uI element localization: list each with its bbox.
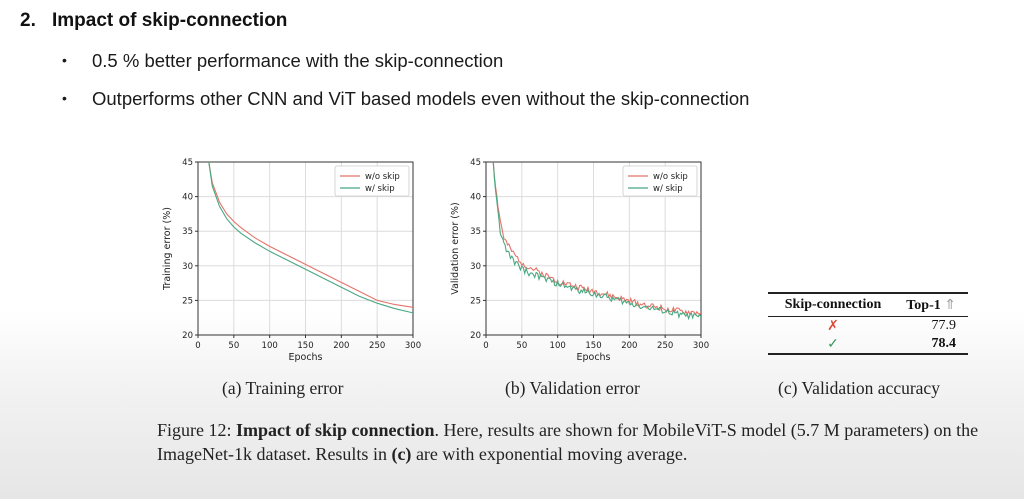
table-header-row: Skip-connection Top-1 ⇑ bbox=[768, 294, 968, 316]
bullet-dot-icon: • bbox=[62, 52, 67, 68]
caption-c: (c) Validation accuracy bbox=[778, 378, 940, 398]
y-tick-label: 20 bbox=[182, 331, 193, 341]
validation-error-chart: 0 50 100 150 200 250 300 20 25 30 35 40 45 Epochs Vali… bbox=[450, 158, 709, 363]
y-tick-label: 30 bbox=[470, 262, 481, 272]
bullet-text: 0.5 % better performance with the skip-c… bbox=[92, 50, 504, 71]
series-line-w-skip bbox=[208, 162, 413, 314]
x-tick-label: 200 bbox=[621, 341, 637, 351]
y-tick-label: 25 bbox=[470, 296, 481, 306]
y-tick-label: 45 bbox=[470, 158, 481, 168]
cross-icon: ✗ bbox=[827, 318, 839, 334]
x-tick-label: 150 bbox=[297, 341, 313, 351]
x-tick-label: 50 bbox=[516, 341, 527, 351]
y-tick-label: 35 bbox=[470, 227, 481, 237]
legend-label: w/ skip bbox=[653, 184, 683, 194]
y-tick-label: 20 bbox=[470, 331, 481, 341]
bullet-text: Outperforms other CNN and ViT based mode… bbox=[92, 88, 750, 109]
y-tick-label: 30 bbox=[182, 262, 193, 272]
x-tick-label: 50 bbox=[228, 341, 239, 351]
x-tick-label: 0 bbox=[483, 341, 488, 351]
y-tick-label: 40 bbox=[182, 193, 193, 203]
figure-bold-title: Impact of skip connection bbox=[236, 420, 435, 440]
figure-text-1: . Here, results are shown for MobileViT-… bbox=[157, 420, 979, 464]
caption-b: (b) Validation error bbox=[505, 378, 640, 398]
table-row: ✓ 78.4 bbox=[768, 335, 968, 353]
x-tick-label: 150 bbox=[585, 341, 601, 351]
x-axis-label: Epochs bbox=[576, 352, 610, 363]
plot-frame bbox=[197, 161, 414, 336]
x-tick-label: 250 bbox=[657, 341, 673, 351]
x-tick-label: 100 bbox=[262, 341, 278, 351]
bullet-item: • 0.5 % better performance with the skip-… bbox=[62, 50, 503, 72]
table-value: 78.4 bbox=[931, 336, 957, 351]
y-axis-label: Validation error (%) bbox=[450, 202, 461, 294]
section-heading: 2. Impact of skip-connection bbox=[20, 10, 287, 32]
header-skip-connection: Skip-connection bbox=[784, 297, 882, 312]
x-tick-label: 300 bbox=[693, 341, 709, 351]
caption-a: (a) Training error bbox=[222, 378, 344, 398]
accuracy-table: Skip-connection Top-1 ⇑ ✗ 77.9 ✓ 78.4 bbox=[768, 292, 968, 355]
figure-caption: Figure 12: Impact of skip connection. He… bbox=[157, 418, 1017, 466]
y-tick-label: 35 bbox=[182, 227, 193, 237]
training-error-chart: 0 50 100 150 200 250 300 20 25 30 35 40 45 Epochs Trai… bbox=[162, 158, 421, 363]
table-row: ✗ 77.9 bbox=[768, 317, 968, 335]
y-axis-label: Training error (%) bbox=[162, 207, 173, 291]
x-axis-label: Epochs bbox=[288, 352, 322, 363]
figure-bold-ref: (c) bbox=[391, 444, 412, 464]
y-tick-label: 40 bbox=[470, 193, 481, 203]
section-title: Impact of skip-connection bbox=[52, 10, 288, 31]
legend-label: w/o skip bbox=[365, 172, 400, 182]
figure-label: Figure 12: bbox=[157, 420, 232, 440]
legend-label: w/o skip bbox=[653, 172, 688, 182]
legend-label: w/ skip bbox=[365, 184, 395, 194]
header-top1-label: Top-1 bbox=[906, 297, 941, 313]
bullet-dot-icon: • bbox=[62, 90, 67, 106]
x-tick-label: 300 bbox=[405, 341, 421, 351]
x-tick-label: 0 bbox=[195, 341, 200, 351]
bullet-item: • Outperforms other CNN and ViT based mod… bbox=[62, 88, 749, 110]
x-tick-label: 250 bbox=[369, 341, 385, 351]
y-tick-label: 45 bbox=[182, 158, 193, 168]
y-tick-label: 25 bbox=[182, 296, 193, 306]
x-tick-label: 200 bbox=[333, 341, 349, 351]
check-icon: ✓ bbox=[827, 336, 839, 352]
x-tick-label: 100 bbox=[550, 341, 566, 351]
header-top1: Top-1 ⇑ bbox=[898, 297, 968, 314]
section-number: 2. bbox=[20, 10, 36, 31]
series-line-w-skip bbox=[492, 162, 701, 321]
plot-frame bbox=[485, 161, 702, 336]
figure-text-2: are with exponential moving average. bbox=[411, 444, 688, 464]
table-value: 77.9 bbox=[931, 318, 957, 333]
series-line-wo-skip bbox=[208, 162, 413, 308]
up-arrow-icon: ⇑ bbox=[944, 297, 956, 313]
